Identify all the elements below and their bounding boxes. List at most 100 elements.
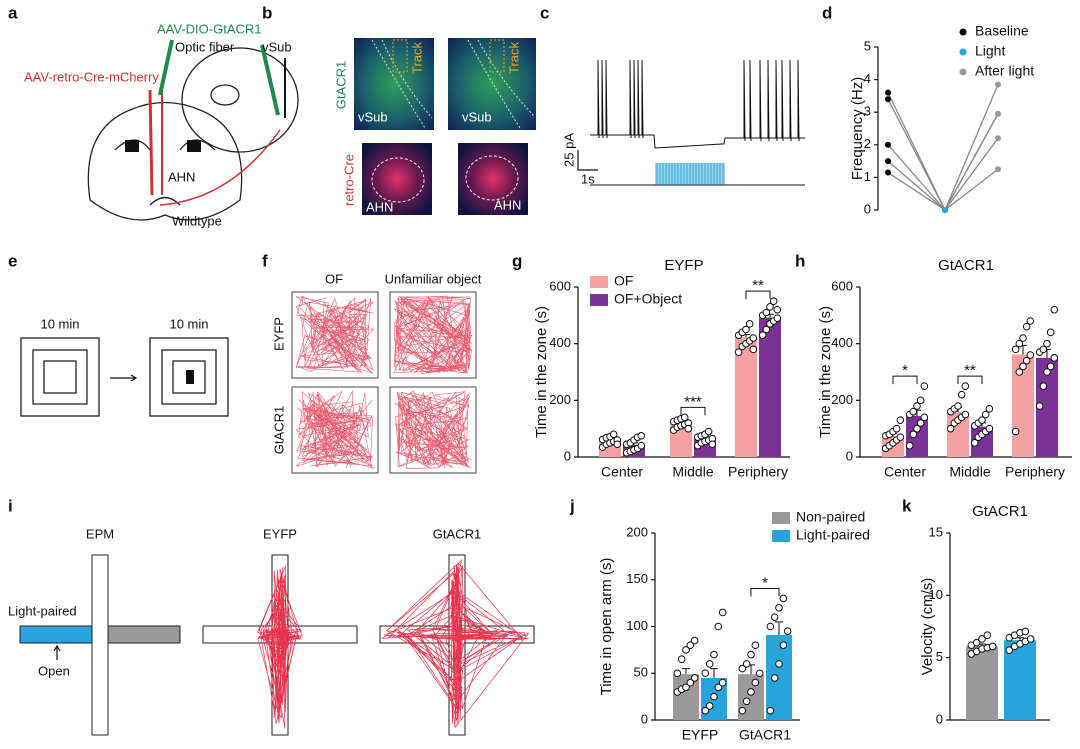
data-point [1046, 328, 1055, 337]
data-point [773, 305, 782, 314]
data-point [1039, 382, 1048, 390]
track [380, 559, 529, 729]
data-point [686, 678, 695, 687]
data-point [985, 424, 994, 433]
data-point [920, 382, 929, 390]
y-tick-label: 200 [549, 392, 571, 407]
data-point [701, 669, 710, 678]
label: Track [409, 41, 424, 74]
error-bar [710, 668, 718, 678]
y-tick-label: 400 [831, 335, 853, 350]
data-point [714, 683, 723, 692]
data-point [708, 440, 717, 449]
significance-bracket [680, 406, 706, 416]
legend-swatch [772, 530, 790, 542]
y-tick-label: 150 [626, 571, 648, 586]
y-axis-label: Time in the zone (s) [817, 306, 834, 438]
row-label: EYFP [271, 317, 286, 351]
label: Track [506, 41, 521, 74]
significance-bracket [750, 587, 780, 597]
open-field-schematic [20, 337, 229, 417]
data-point [1046, 362, 1055, 371]
track [295, 389, 375, 469]
data-point [704, 427, 713, 436]
data-point [946, 424, 955, 433]
data-point [1019, 362, 1027, 371]
y-tick-label: 600 [549, 278, 571, 293]
y-tick-label: 100 [626, 618, 648, 633]
data-point [916, 396, 925, 405]
row-label: GtACR1 [333, 61, 348, 109]
row-label: retro-Cre [341, 154, 356, 206]
data-point [1026, 351, 1035, 359]
bar [966, 646, 998, 720]
point [995, 166, 1001, 173]
data-point [751, 641, 760, 650]
data-point [985, 405, 994, 413]
y-tick-label: 200 [626, 524, 648, 539]
legend-swatch [959, 28, 967, 36]
data-point [766, 303, 774, 311]
scale-label: 1s [581, 171, 595, 186]
data-point [972, 638, 981, 647]
significance-label: ** [752, 277, 764, 294]
x-tick-label: Center [601, 464, 643, 480]
panel-letter: k [902, 496, 912, 515]
panel-letter: f [262, 251, 268, 270]
data-point [686, 641, 695, 650]
legend-label: Baseline [975, 23, 1029, 39]
data-point [1011, 345, 1020, 354]
y-tick-label: 0 [864, 201, 871, 216]
row-label: GtACR1 [271, 406, 286, 454]
data-point [1015, 368, 1024, 376]
y-tick-label: 600 [831, 278, 853, 293]
ephys-trace [577, 59, 805, 186]
y-tick-label: 5 [864, 38, 871, 53]
data-point [896, 416, 905, 424]
data-point [779, 641, 788, 650]
data-point [762, 325, 771, 334]
data-point [913, 424, 921, 433]
data-point [613, 440, 622, 449]
label: EYFP [263, 526, 297, 541]
legend-label: Light-paired [796, 527, 870, 543]
legend-label: OF [614, 273, 633, 289]
data-point [677, 655, 686, 664]
data-point [957, 390, 966, 399]
trace-line [590, 59, 805, 149]
data-point [762, 308, 771, 317]
legend-swatch [590, 294, 608, 306]
label: Wildtype [172, 213, 222, 228]
y-tick-label: 200 [831, 392, 853, 407]
error-bar [682, 668, 690, 675]
panel-letter: h [795, 251, 805, 270]
chart-title: GtACR1 [972, 503, 1028, 520]
significance-bracket [745, 290, 771, 300]
data-point [978, 635, 986, 643]
point [885, 169, 891, 176]
data-point [961, 382, 970, 390]
data-point [710, 650, 718, 659]
label: vSub [462, 109, 492, 124]
data-point [961, 410, 970, 419]
chart-title: GtACR1 [938, 257, 994, 274]
data-point [714, 622, 723, 631]
panel-letter: b [262, 3, 272, 22]
data-point [909, 430, 918, 439]
point [885, 96, 891, 103]
data-point [783, 627, 792, 635]
data-point [738, 706, 747, 715]
legend-label: After light [975, 63, 1034, 79]
data-point [747, 650, 755, 659]
significance-label: ** [964, 362, 976, 379]
data-point [751, 678, 760, 687]
data-point [779, 594, 788, 603]
point [942, 207, 948, 213]
point [885, 158, 891, 165]
epm-schematic [19, 554, 535, 736]
y-axis-label: Velocity (cm/s) [919, 578, 936, 676]
x-tick-label: Periphery [728, 464, 788, 480]
significance-label: * [762, 574, 768, 591]
label: 10 min [169, 316, 208, 331]
